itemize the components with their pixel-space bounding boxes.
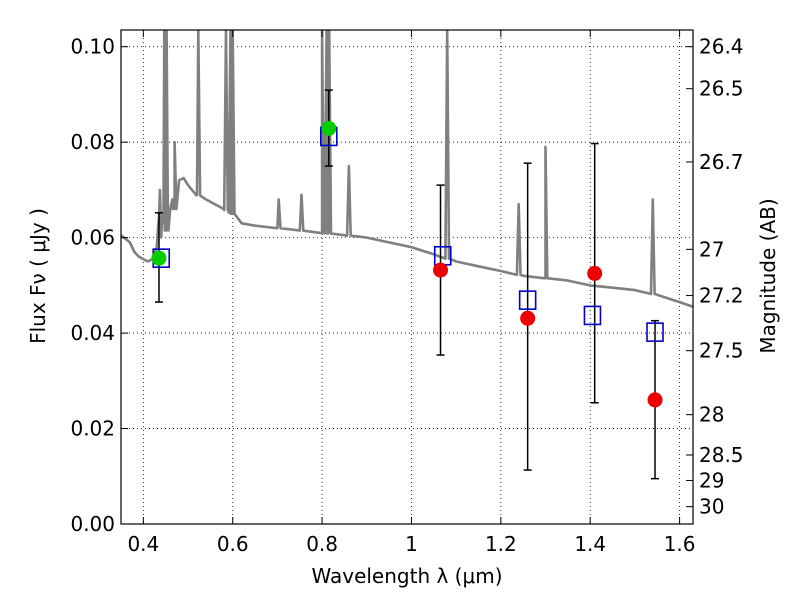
plot-area (121, 30, 693, 524)
x-tick-label: 1.6 (664, 532, 696, 556)
x-tick-label: 0.8 (306, 532, 338, 556)
model-photometry-square (583, 305, 602, 326)
mag-tick-label: 27 (699, 237, 724, 261)
model-photometry-square (518, 290, 537, 310)
mag-tick-label: 26.5 (699, 77, 744, 101)
mag-tick-label: 27.2 (699, 284, 744, 308)
detection-point (151, 250, 167, 266)
plot-frame (120, 29, 694, 525)
x-tick-label: 1.2 (485, 532, 517, 556)
marginal-detection-point (520, 310, 536, 326)
x-tick-label: 1 (405, 532, 418, 556)
x-tick-label: 1.4 (574, 532, 606, 556)
mag-tick-label: 27.5 (699, 339, 744, 363)
model-spectrum-line (121, 30, 693, 309)
mag-tick-label: 26.4 (699, 35, 744, 59)
x-tick-label: 0.4 (127, 532, 159, 556)
y-tick-label: 0.10 (70, 35, 115, 59)
mag-tick-label: 29 (699, 468, 724, 492)
y-tick-label: 0.04 (70, 321, 115, 345)
x-axis-title: Wavelength λ (μm) (311, 564, 502, 588)
y-axis-title: Flux Fν ( μJy ) (26, 208, 50, 344)
mag-tick-label: 30 (699, 495, 724, 519)
model-photometry-square (646, 322, 664, 342)
marginal-detection-point (647, 392, 663, 408)
marginal-detection-point (587, 265, 603, 281)
y-tick-label: 0.08 (70, 130, 115, 154)
ticks: 0.4 0.6 0.8 1 1.2 1.4 1.6 0.00 0.02 0.04 0.06 0.08 0… (70, 30, 744, 556)
y-tick-label: 0.00 (70, 512, 115, 536)
mag-tick-label: 26.7 (699, 150, 744, 174)
x-tick-label: 0.6 (217, 532, 249, 556)
plot-layer (121, 30, 693, 480)
marginal-detection-point (433, 262, 449, 278)
y-tick-label: 0.06 (70, 226, 115, 250)
right-axis-title: Magnitude (AB) (756, 198, 780, 353)
mag-tick-label: 28.5 (699, 443, 744, 467)
mag-tick-label: 28 (699, 403, 724, 427)
detection-point (321, 120, 337, 136)
y-tick-label: 0.02 (70, 417, 115, 441)
